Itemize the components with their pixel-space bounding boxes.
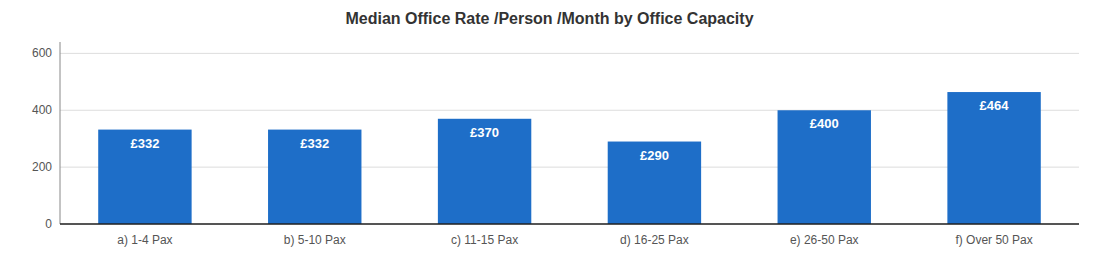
x-tick-label: e) 26-50 Pax [790,233,859,247]
y-tick-label: 0 [45,217,52,231]
bar [268,130,361,224]
data-label: £370 [470,125,499,140]
x-tick-label: d) 16-25 Pax [620,233,689,247]
x-tick-label: f) Over 50 Pax [955,233,1032,247]
bar [98,130,191,224]
y-tick-label: 600 [32,46,52,60]
grid-line [60,110,1079,111]
bar [438,119,531,224]
grid-line [60,53,1079,54]
bar [608,142,701,224]
bar [947,92,1040,224]
grid [60,53,1079,224]
data-label: £290 [640,148,669,163]
chart: Median Office Rate /Person /Month by Off… [0,0,1099,264]
y-tick-label: 400 [32,103,52,117]
x-tick-label: c) 11-15 Pax [451,233,518,247]
title: Median Office Rate /Person /Month by Off… [345,10,753,27]
x-tick-label: a) 1-4 Pax [117,233,172,247]
bars [98,92,1041,224]
data-label: £332 [300,136,329,151]
x-axis-line [60,223,1079,225]
grid-line [60,167,1079,168]
y-axis-line [60,42,61,224]
grid-line [60,224,1079,225]
data-label: £464 [980,98,1010,113]
data-label: £400 [810,116,839,131]
x-tick-label: b) 5-10 Pax [284,233,346,247]
y-tick-label: 200 [32,160,52,174]
bar [778,110,871,224]
data-label: £332 [130,136,159,151]
